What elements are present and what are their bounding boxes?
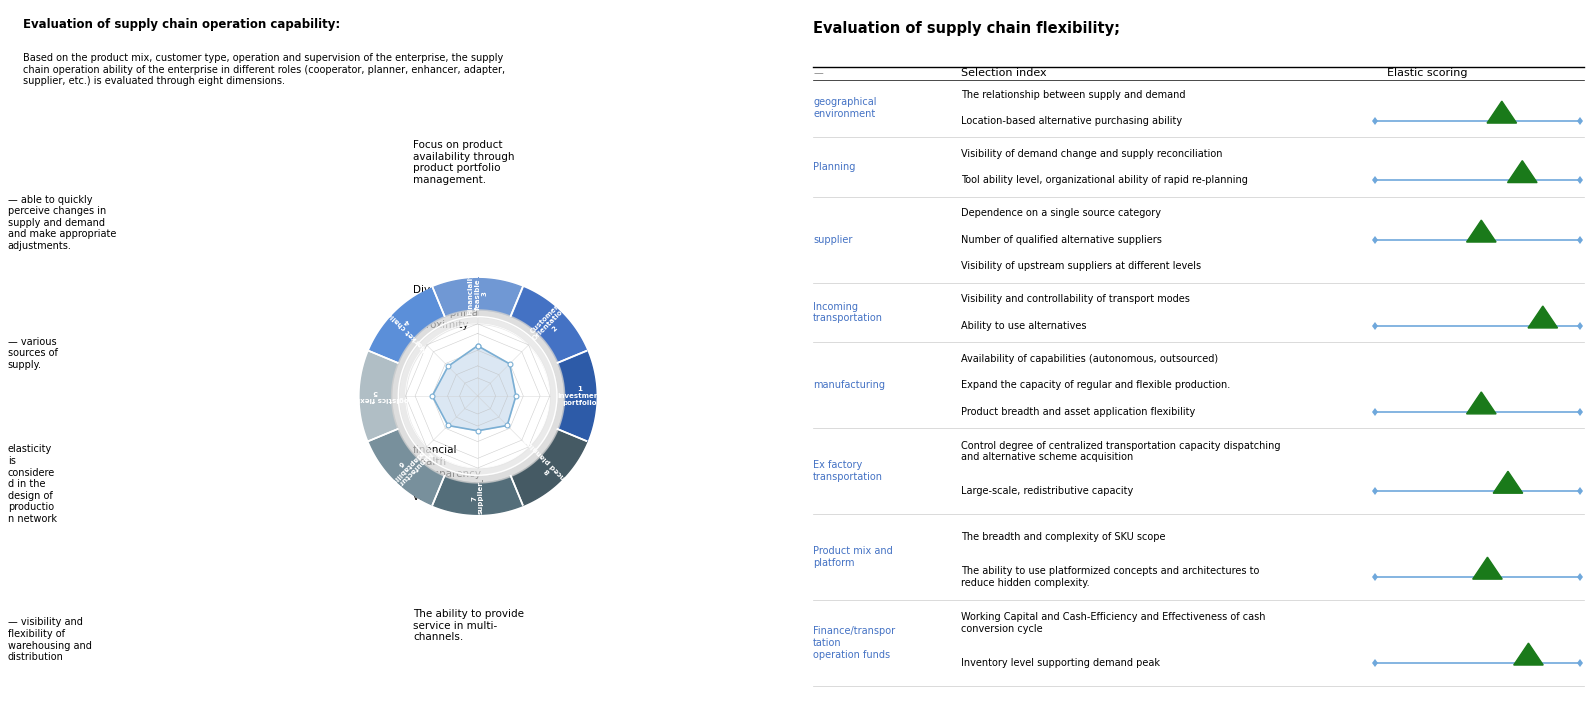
Text: manufacturing: manufacturing [814,380,885,390]
Text: The ability to provide
service in multi-
channels.: The ability to provide service in multi-… [412,609,524,642]
Text: — various
sources of
supply.: — various sources of supply. [8,337,57,370]
Text: elasticity
is
considere
d in the
design of
productio
n network: elasticity is considere d in the design … [8,445,57,524]
Text: geographical
environment: geographical environment [814,97,877,119]
Text: 7
supplier: 7 supplier [471,481,484,515]
Text: The relationship between supply and demand: The relationship between supply and dema… [960,90,1184,100]
Polygon shape [1493,472,1522,493]
Text: supplier: supplier [814,235,852,245]
Text: —: — [814,68,823,78]
Text: Visibility and controllability of transport modes: Visibility and controllability of transp… [960,294,1189,305]
Text: Inventory level supporting demand peak: Inventory level supporting demand peak [960,658,1159,668]
Text: Large-scale, redistributive capacity: Large-scale, redistributive capacity [960,486,1134,496]
Polygon shape [1473,557,1503,579]
Text: Availability of capabilities (autonomous, outsourced): Availability of capabilities (autonomous… [960,354,1218,364]
Text: Dependence on a single source category: Dependence on a single source category [960,209,1161,218]
Text: Product breadth and asset application flexibility: Product breadth and asset application fl… [960,407,1196,416]
Polygon shape [1487,101,1517,123]
Text: Location-based alternative purchasing ability: Location-based alternative purchasing ab… [960,116,1181,126]
Text: Elastic scoring: Elastic scoring [1387,68,1468,78]
Text: 1
investment
portfolio: 1 investment portfolio [557,386,602,406]
Text: financial
health
transparency
of end-to-end
value chain: financial health transparency of end-to-… [412,445,484,502]
Text: Planning: Planning [814,162,855,173]
Text: Diversity of
demand and
geographica
l proximity: Diversity of demand and geographica l pr… [412,285,479,330]
Text: Market challenge
4: Market challenge 4 [376,295,435,353]
Text: — visibility and
flexibility of
warehousing and
distribution: — visibility and flexibility of warehous… [8,617,92,662]
Text: Manufacturing
adaptability
6: Manufacturing adaptability 6 [377,440,433,496]
Text: Incoming
transportation: Incoming transportation [814,302,884,323]
Text: Tool ability level, organizational ability of rapid re-planning: Tool ability level, organizational abili… [960,175,1248,185]
Polygon shape [1466,220,1496,242]
Text: Financially
feasible
3: Financially feasible 3 [468,272,487,315]
Text: Working Capital and Cash-Efficiency and Effectiveness of cash
conversion cycle: Working Capital and Cash-Efficiency and … [960,612,1266,634]
Text: Expand the capacity of regular and flexible production.: Expand the capacity of regular and flexi… [960,380,1231,390]
Text: — able to quickly
perceive changes in
supply and demand
and make appropriate
adj: — able to quickly perceive changes in su… [8,194,116,251]
Text: The breadth and complexity of SKU scope: The breadth and complexity of SKU scope [960,532,1165,542]
Polygon shape [1514,643,1543,665]
Text: Product mix and
platform: Product mix and platform [814,547,893,568]
Polygon shape [1528,306,1557,328]
Text: 8
Advanced planning: 8 Advanced planning [519,437,581,500]
Text: Evaluation of supply chain operation capability:: Evaluation of supply chain operation cap… [24,18,341,30]
Text: Number of qualified alternative suppliers: Number of qualified alternative supplier… [960,235,1162,245]
Text: Selection index: Selection index [960,68,1046,78]
Text: Control degree of centralized transportation capacity dispatching
and alternativ: Control degree of centralized transporta… [960,440,1280,462]
Text: Evaluation of supply chain flexibility;: Evaluation of supply chain flexibility; [814,21,1121,36]
Text: The ability to use platformized concepts and architectures to
reduce hidden comp: The ability to use platformized concepts… [960,566,1259,588]
Polygon shape [1508,160,1536,182]
Text: Visibility of upstream suppliers at different levels: Visibility of upstream suppliers at diff… [960,262,1200,271]
Text: Visibility of demand change and supply reconciliation: Visibility of demand change and supply r… [960,149,1223,159]
Text: Focus on product
availability through
product portfolio
management.: Focus on product availability through pr… [412,140,514,185]
Text: Logistics flexibility
5: Logistics flexibility 5 [338,390,414,402]
Text: Finance/transpor
tation
operation funds: Finance/transpor tation operation funds [814,626,895,660]
Text: Ability to use alternatives: Ability to use alternatives [960,321,1086,331]
Text: Customer
Orientation
2: Customer Orientation 2 [527,300,573,347]
Polygon shape [1466,392,1496,414]
Text: Ex factory
transportation: Ex factory transportation [814,460,884,482]
Polygon shape [433,346,516,431]
Text: Based on the product mix, customer type, operation and supervision of the enterp: Based on the product mix, customer type,… [24,53,505,86]
